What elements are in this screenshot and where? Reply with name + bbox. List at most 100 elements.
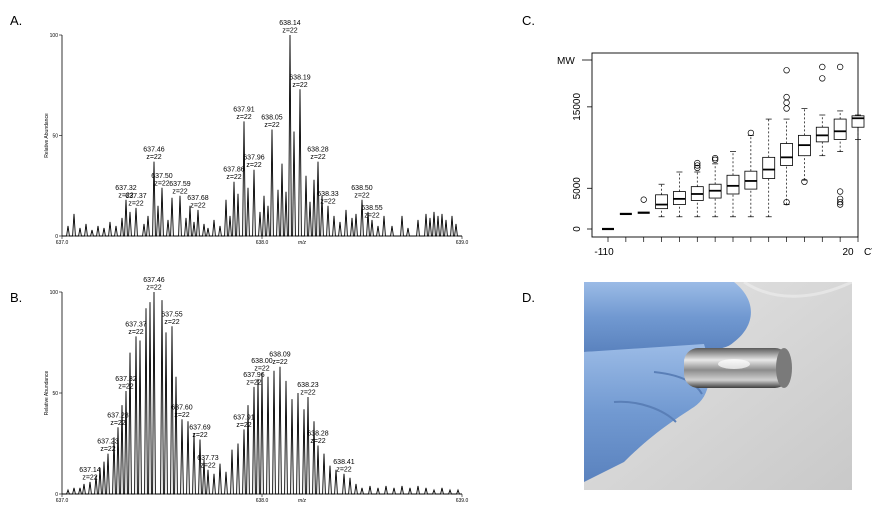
box-body: [833, 118, 847, 140]
box-body: [780, 143, 793, 166]
box-3: [655, 183, 668, 218]
box-outlier: [747, 129, 755, 137]
peak-label: 638.23: [297, 382, 319, 389]
peak-label: 638.28: [307, 147, 329, 154]
y-tick-label: 0: [55, 492, 58, 498]
y-axis-label: MW: [557, 56, 575, 67]
peak-label: 638.09: [269, 352, 291, 359]
peak-label: 637.14: [79, 467, 101, 474]
y-tick-label: 100: [50, 290, 59, 296]
box-outlier: [783, 198, 790, 206]
peak-charge-label: z=22: [246, 379, 261, 386]
peak-label: 638.19: [289, 74, 311, 81]
peak-label: 637.96: [243, 372, 265, 379]
peak-label: 637.50: [151, 173, 173, 180]
box-outlier: [694, 164, 701, 172]
peak-charge-label: z=22: [146, 154, 161, 161]
peak-charge-label: z=22: [118, 192, 133, 199]
peak-label: 638.50: [351, 185, 373, 192]
box-9: [762, 118, 776, 218]
peak-label: 637.69: [189, 424, 211, 431]
x-axis-label: m/z: [298, 240, 307, 246]
peak-charge-label: z=22: [146, 285, 161, 292]
box-outlier: [783, 105, 790, 112]
box-outlier: [711, 156, 719, 163]
box-outlier: [640, 196, 647, 203]
box-outlier: [836, 188, 844, 195]
box-outlier: [783, 93, 790, 101]
peak-label: 637.46: [143, 277, 165, 284]
peak-label: 638.14: [279, 20, 301, 27]
peak-label: 637.37: [125, 321, 147, 328]
box-outlier: [819, 75, 826, 82]
panel-label-d: D.: [522, 290, 535, 305]
peak-charge-label: z=22: [110, 420, 125, 427]
peak-charge-label: z=22: [236, 114, 251, 121]
peak-label: 638.41: [333, 459, 355, 466]
peak-charge-label: z=22: [254, 365, 269, 372]
box-11: [798, 108, 811, 185]
y-tick-label: 50: [52, 134, 58, 140]
peak-charge-label: z=22: [246, 162, 261, 169]
spectrum-trace: [62, 34, 462, 237]
box-8: [744, 129, 758, 218]
peak-label: 638.00: [251, 358, 273, 365]
box-2: [637, 196, 650, 214]
peak-label: 638.33: [317, 191, 339, 198]
peak-label: 637.37: [125, 193, 147, 200]
mass-spectrum-b: 0 50 100 637.0 638.0 639.0 m/z Relative Abundan…: [44, 277, 468, 504]
x-tick-label: 638.0: [256, 240, 269, 246]
peak-label: 637.91: [233, 414, 255, 421]
peak-charge-label: z=22: [172, 188, 187, 195]
peak-charge-label: z=22: [364, 212, 379, 219]
peak-charge-label: z=22: [118, 383, 133, 390]
mass-spectrum-a: 0 50 100 637.0 638.0 639.0 m/z Relative Abundan…: [44, 20, 469, 246]
box-body: [655, 194, 668, 210]
peak-label: 637.60: [171, 404, 193, 411]
peak-label: 637.23: [97, 439, 119, 446]
y-tick-label: 0: [55, 234, 58, 240]
peak-charge-label: z=22: [190, 202, 205, 209]
y-axis-label: Relative Abundance: [44, 113, 50, 158]
x-tick-label: 638.0: [256, 498, 269, 504]
x-axis-label: CV: [864, 247, 872, 258]
box-6: [708, 155, 722, 218]
x-tick-label: 639.0: [456, 240, 469, 246]
peak-label: 637.59: [169, 181, 191, 188]
box-outlier: [694, 162, 701, 169]
peak-charge-label: z=22: [236, 422, 251, 429]
y-tick-label: 50: [52, 391, 58, 397]
box-outlier: [819, 63, 826, 71]
box-outlier: [783, 67, 790, 74]
peak-charge-label: z=22: [310, 438, 325, 445]
box-body: [726, 174, 740, 195]
box-13: [833, 63, 847, 208]
x-tick-label: 20: [842, 247, 854, 258]
box-14: [851, 114, 865, 140]
peak-charge-label: z=22: [200, 462, 215, 469]
peak-label: 637.86: [223, 167, 245, 174]
spectrum-trace: [62, 291, 462, 495]
box-outlier: [711, 155, 719, 162]
panel-label-b: B.: [10, 290, 23, 305]
box-10: [780, 67, 793, 206]
y-axis-label: Relative Abundance: [44, 371, 50, 416]
panel-label-a: A.: [10, 13, 23, 28]
peak-label: 637.46: [143, 147, 165, 154]
peak-charge-label: z=22: [282, 28, 297, 35]
x-tick-label: 637.0: [56, 240, 69, 246]
box-outlier: [801, 178, 808, 185]
y-tick-label: 5000: [572, 177, 583, 200]
peak-charge-label: z=22: [128, 329, 143, 336]
x-tick-label: -110: [594, 247, 614, 258]
y-tick-label: 15000: [572, 93, 583, 121]
sample-photo: [584, 282, 852, 490]
peak-charge-label: z=22: [154, 180, 169, 187]
box-outlier: [836, 198, 844, 206]
peak-charge-label: z=22: [272, 359, 287, 366]
peak-charge-label: z=22: [300, 390, 315, 397]
boxplot-c: MW 0 5000 15000 -110 20 CV: [557, 52, 872, 258]
box-7: [726, 151, 740, 218]
peak-charge-label: z=22: [292, 82, 307, 89]
box-outlier: [836, 63, 844, 71]
